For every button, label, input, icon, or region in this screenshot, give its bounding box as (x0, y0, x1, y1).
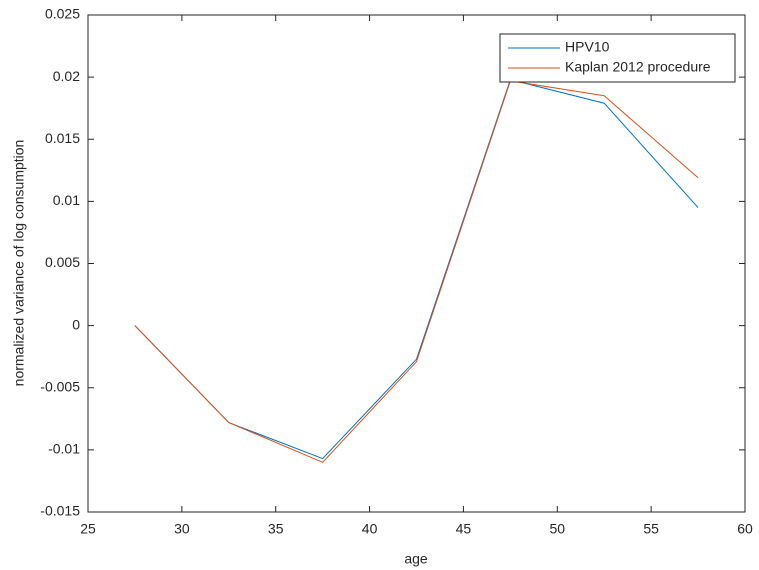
legend-label: Kaplan 2012 procedure (565, 59, 711, 75)
x-tick-label: 35 (268, 521, 284, 537)
x-tick-label: 55 (643, 521, 659, 537)
y-tick-label: 0 (72, 316, 80, 332)
plot-area (87, 14, 746, 513)
y-tick-label: 0.01 (53, 192, 80, 208)
y-tick-label: 0.005 (45, 254, 80, 270)
x-tick-label: 30 (174, 521, 190, 537)
legend-box (499, 33, 736, 83)
y-tick-label: -0.015 (40, 503, 80, 519)
y-tick-label: -0.005 (40, 378, 80, 394)
y-tick-label: 0.025 (45, 6, 80, 22)
line-series (134, 80, 699, 463)
x-tick-label: 60 (737, 521, 753, 537)
legend-label: HPV10 (565, 39, 610, 55)
y-tick-label: -0.01 (48, 441, 80, 457)
x-axis-label: age (404, 551, 428, 567)
y-tick-label: 0.015 (45, 130, 80, 146)
x-tick-label: 25 (80, 521, 96, 537)
y-tick-label: 0.02 (53, 68, 80, 84)
y-axis-label: normalized variance of log consumption (11, 140, 27, 387)
x-tick-label: 45 (456, 521, 472, 537)
x-tick-label: 40 (362, 521, 378, 537)
x-tick-label: 50 (549, 521, 565, 537)
